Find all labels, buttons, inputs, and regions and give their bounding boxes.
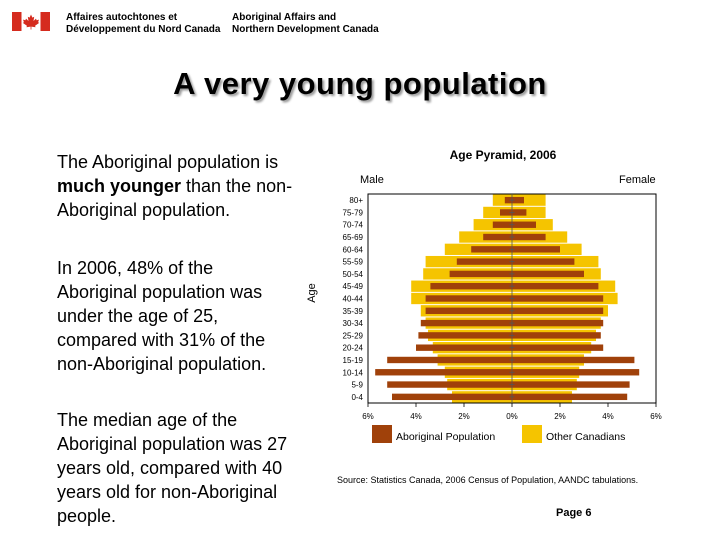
bar-aboriginal-male-55-59 — [456, 258, 512, 265]
bar-aboriginal-male-65-69 — [483, 233, 512, 241]
age-tick-label: 55-59 — [343, 258, 364, 267]
bar-aboriginal-female-25-29 — [512, 332, 601, 339]
age-tick-label: 80+ — [349, 196, 363, 205]
bar-aboriginal-female-60-64 — [512, 246, 560, 253]
flag-right-band — [40, 12, 50, 31]
bar-aboriginal-female-75-79 — [512, 209, 527, 216]
x-tick-label: 4% — [410, 412, 422, 421]
age-tick-label: 45-49 — [343, 282, 364, 291]
age-tick-label: 20-24 — [343, 344, 364, 353]
legend-label-aboriginal: Aboriginal Population — [396, 431, 495, 443]
bar-aboriginal-female-0-4 — [512, 393, 628, 401]
age-tick-label: 25-29 — [343, 331, 364, 340]
bar-aboriginal-female-15-19 — [512, 356, 635, 364]
bar-aboriginal-male-50-54 — [449, 270, 512, 278]
legend-swatch-aboriginal — [372, 425, 392, 443]
age-tick-label: 35-39 — [343, 307, 364, 316]
male-label: Male — [360, 174, 384, 186]
bar-aboriginal-female-55-59 — [512, 258, 575, 265]
age-pyramid-chart: Age Pyramid, 2006 Male Female Age 80+ 75-… — [306, 148, 662, 443]
age-tick-label: 70-74 — [343, 221, 364, 230]
age-tick-label: 40-44 — [343, 295, 364, 304]
org-fr-line1: Affaires autochtones et — [66, 12, 178, 23]
under-25-paragraph: In 2006, 48% of the Aboriginal populatio… — [57, 258, 267, 374]
bar-aboriginal-male-5-9 — [387, 381, 512, 388]
org-name-english: Aboriginal Affairs and Northern Developm… — [232, 12, 379, 36]
bar-aboriginal-female-35-39 — [512, 307, 604, 314]
age-tick-label: 5-9 — [351, 381, 363, 390]
bar-aboriginal-female-30-34 — [512, 319, 604, 327]
org-fr-line2: Développement du Nord Canada — [66, 24, 221, 35]
bar-aboriginal-male-25-29 — [418, 332, 512, 339]
age-tick-label: 15-19 — [343, 356, 364, 365]
org-en-line2: Northern Development Canada — [232, 24, 379, 35]
bar-aboriginal-female-5-9 — [512, 381, 630, 388]
female-label: Female — [619, 174, 656, 186]
x-tick-label: 2% — [554, 412, 566, 421]
bar-aboriginal-male-45-49 — [430, 283, 512, 290]
page-number: Page 6 — [556, 507, 592, 519]
x-tick-label: 6% — [362, 412, 374, 421]
age-tick-label: 75-79 — [343, 208, 364, 217]
legend-label-other: Other Canadians — [546, 431, 625, 443]
x-tick-label: 2% — [458, 412, 470, 421]
median-age-paragraph: The median age of the Aboriginal populat… — [57, 410, 288, 526]
bar-aboriginal-male-0-4 — [392, 393, 512, 401]
bar-aboriginal-male-80+ — [504, 196, 512, 204]
x-tick-label: 0% — [506, 412, 518, 421]
x-tick-label: 4% — [602, 412, 614, 421]
bar-aboriginal-male-30-34 — [420, 319, 512, 327]
intro-text-start: The Aboriginal population is — [57, 152, 279, 172]
org-en-line1: Aboriginal Affairs and — [232, 12, 337, 23]
intro-paragraph: The Aboriginal population is much younge… — [57, 150, 297, 222]
bar-aboriginal-male-40-44 — [425, 295, 512, 302]
chart-title: Age Pyramid, 2006 — [450, 148, 557, 162]
legend-swatch-other — [522, 425, 542, 443]
age-tick-label: 0-4 — [351, 393, 363, 402]
bar-other-male-80+ — [492, 194, 512, 206]
slide-title: A very young population — [173, 66, 547, 101]
bar-other-male-75-79 — [483, 206, 512, 219]
bar-aboriginal-male-20-24 — [416, 344, 512, 351]
flag-left-band — [12, 12, 22, 31]
canada-flag-icon — [12, 12, 50, 31]
bar-aboriginal-female-50-54 — [512, 270, 584, 278]
age-tick-label: 50-54 — [343, 270, 364, 279]
bar-aboriginal-female-65-69 — [512, 233, 546, 241]
bar-aboriginal-male-35-39 — [425, 307, 512, 314]
bar-aboriginal-male-10-14 — [375, 369, 512, 376]
bar-other-male-70-74 — [473, 219, 512, 231]
bar-other-female-80+ — [512, 194, 546, 206]
x-tick-label: 6% — [650, 412, 662, 421]
bar-other-female-75-79 — [512, 206, 546, 219]
bar-aboriginal-female-80+ — [512, 196, 524, 204]
government-header: Affaires autochtones et Développement du… — [0, 0, 720, 46]
bar-aboriginal-male-70-74 — [492, 221, 512, 228]
bar-aboriginal-female-70-74 — [512, 221, 536, 228]
bar-aboriginal-male-15-19 — [387, 356, 512, 364]
age-tick-label: 65-69 — [343, 233, 364, 242]
bar-aboriginal-male-75-79 — [500, 209, 512, 216]
bar-aboriginal-female-45-49 — [512, 283, 599, 290]
bar-aboriginal-male-60-64 — [471, 246, 512, 253]
y-axis-label: Age — [306, 283, 318, 303]
intro-text-end: than the non-Aboriginal population. — [57, 176, 293, 220]
maple-leaf-icon — [22, 14, 40, 30]
source-note: Source: Statistics Canada, 2006 Census o… — [337, 475, 639, 485]
org-name-french: Affaires autochtones et Développement du… — [66, 12, 220, 36]
bar-aboriginal-female-20-24 — [512, 344, 604, 351]
bar-aboriginal-female-40-44 — [512, 295, 604, 302]
intro-text-emphasis: much younger — [57, 176, 182, 196]
bar-aboriginal-female-10-14 — [512, 369, 640, 376]
age-tick-label: 10-14 — [343, 368, 364, 377]
age-tick-label: 60-64 — [343, 245, 364, 254]
age-tick-label: 30-34 — [343, 319, 364, 328]
